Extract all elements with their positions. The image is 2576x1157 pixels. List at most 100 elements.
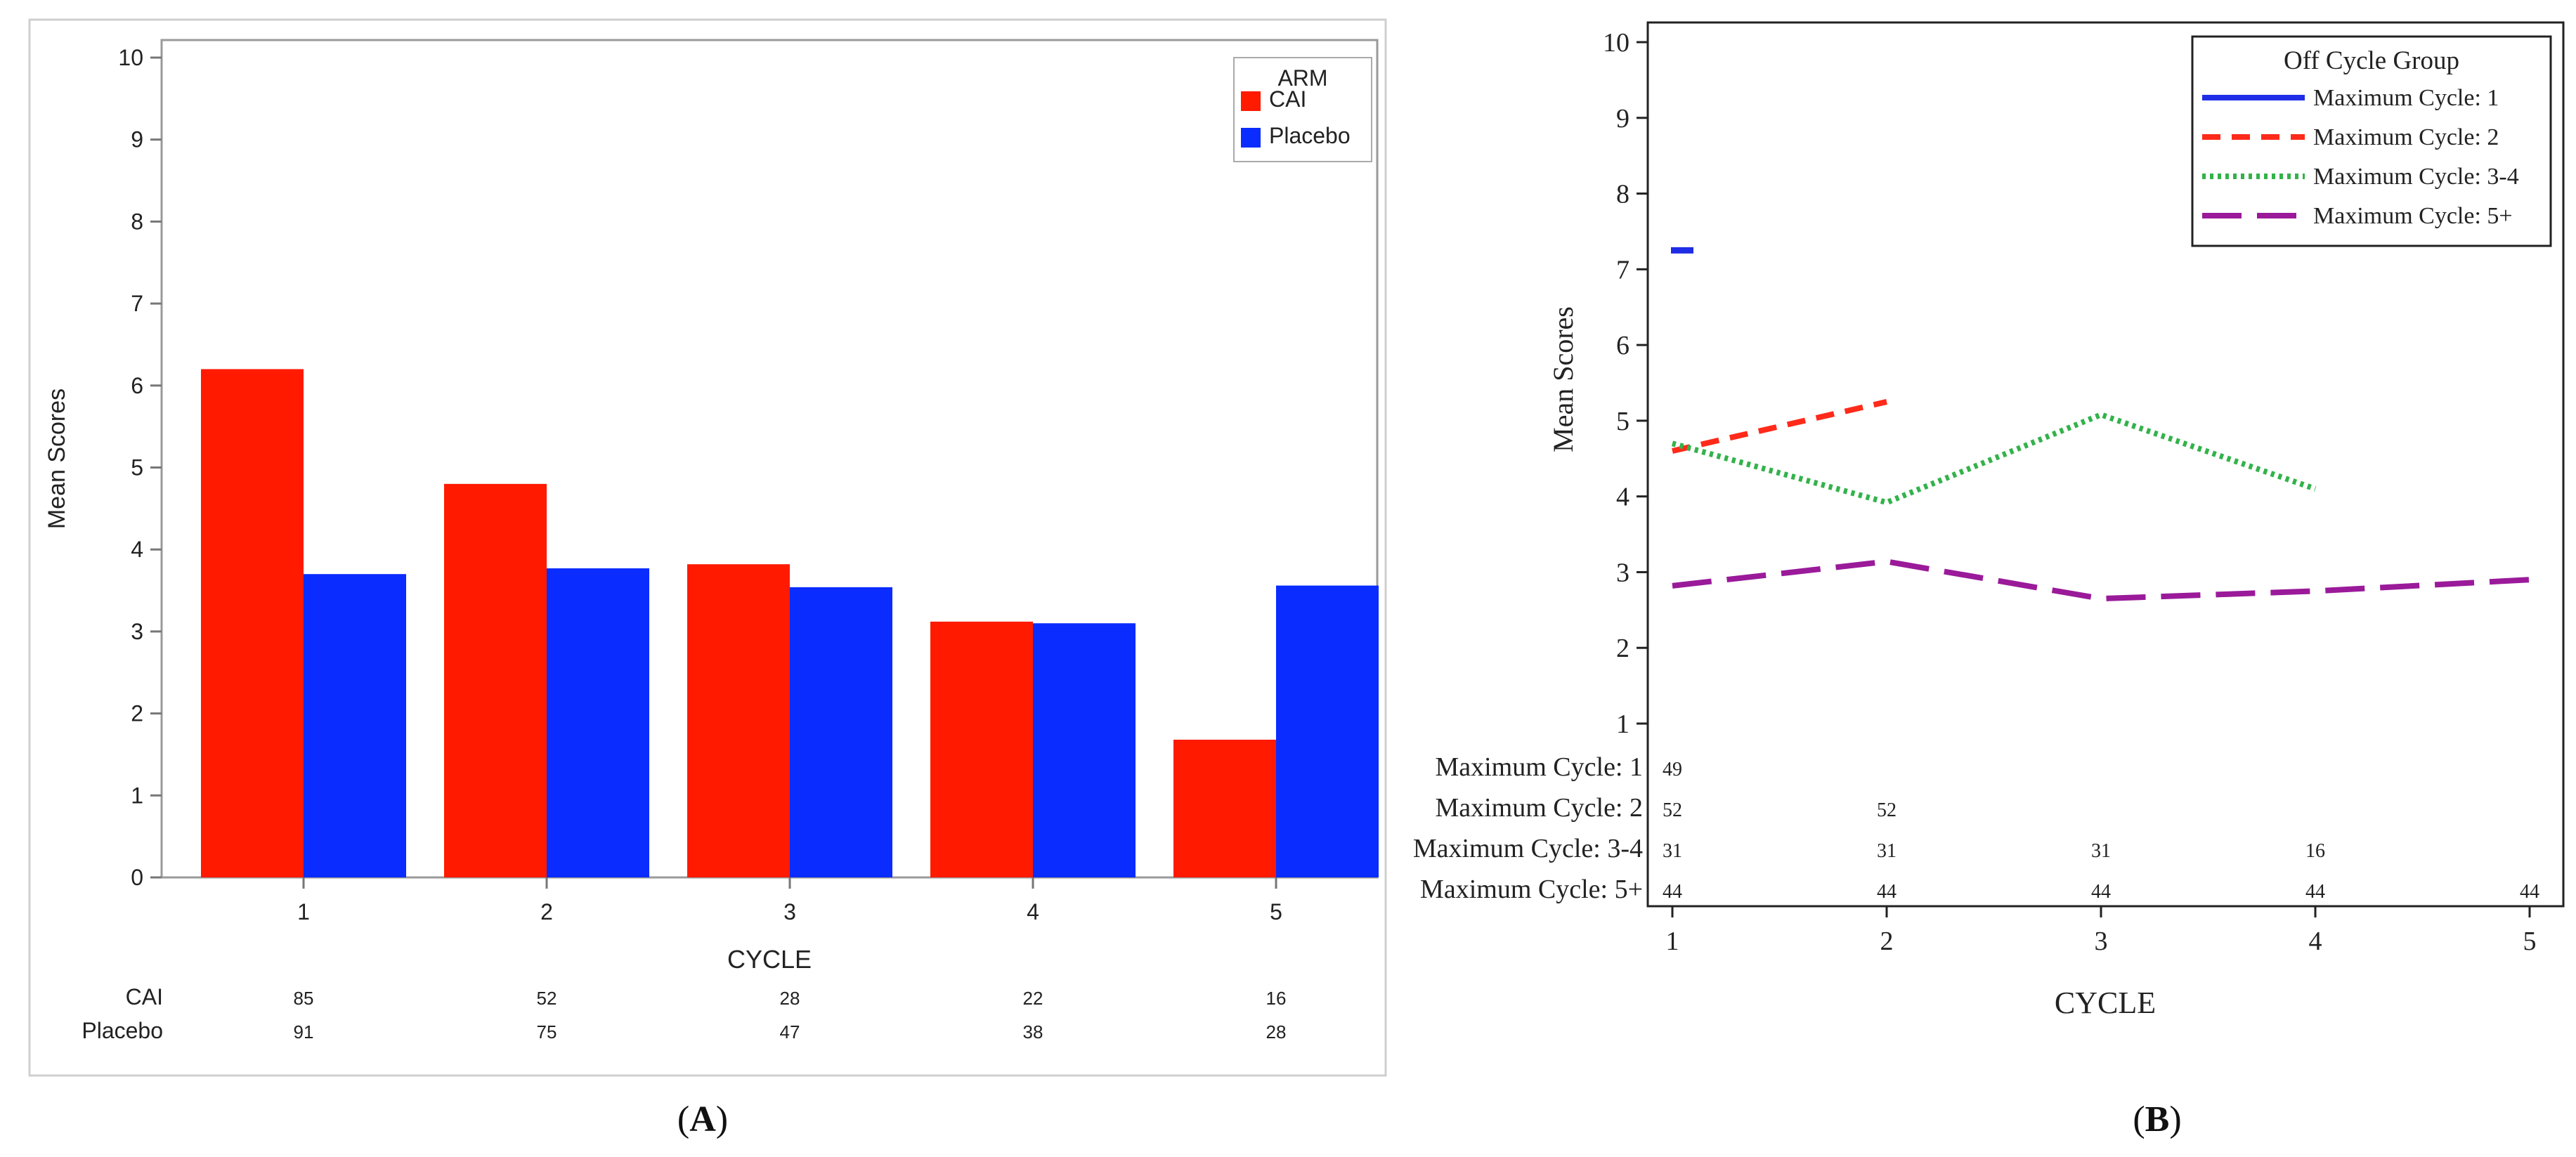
- panel-b-y-tick-label: 8: [1616, 180, 1629, 209]
- panel-a-legend-label: CAI: [1269, 86, 1306, 112]
- panel-b-legend-box: [2191, 35, 2552, 247]
- panel-b-y-tick-label: 4: [1616, 483, 1629, 512]
- panel-a-bar-cai: [930, 621, 1033, 877]
- panel-b-count-row-label: Maximum Cycle: 3-4: [1413, 834, 1643, 863]
- panel-a-count-cell: 28: [780, 988, 800, 1009]
- panel-b-legend-title: Off Cycle Group: [2284, 46, 2459, 75]
- panel-a-x-tick-label: 4: [1027, 899, 1039, 924]
- panel-a-bar-placebo: [790, 587, 892, 877]
- panel-a-y-tick-label: 7: [131, 291, 143, 316]
- panel-a-bar-cai: [1173, 739, 1276, 877]
- panel-a-legend-swatch: [1241, 128, 1261, 148]
- panel-a-y-tick-label: 8: [131, 209, 143, 234]
- panel-a-y-tick-label: 6: [131, 373, 143, 398]
- panel-a-count-row-label: CAI: [126, 984, 163, 1009]
- panel-b-count-cell: 44: [2305, 881, 2325, 903]
- panel-a-bars: [201, 369, 1379, 877]
- panel-a-x-axis-label: CYCLE: [727, 945, 812, 974]
- panel-a-count-cell: 75: [537, 1021, 557, 1042]
- panel-b-legend-label: Maximum Cycle: 1: [2313, 85, 2499, 111]
- panel-b-line-maximum-cycle-3-4: [1671, 412, 2317, 506]
- panel-a-bar-placebo: [547, 568, 649, 877]
- panel-b-count-cell: 31: [1663, 840, 1682, 862]
- panel-b-x-tick-label: 1: [1666, 927, 1679, 956]
- panel-b-y-tick-label: 3: [1616, 558, 1629, 587]
- panel-a-count-cell: 91: [294, 1021, 314, 1042]
- panel-a-y-axis-label: Mean Scores: [44, 388, 70, 529]
- panel-a-y-tick-label: 4: [131, 537, 143, 562]
- panel-a-count-cell: 52: [537, 988, 557, 1009]
- panel-b-count-cell: 44: [2520, 881, 2539, 903]
- panel-b-counts-table: Maximum Cycle: 1 49 Maximum Cycle: 2 52 52 Ma…: [1413, 752, 2539, 904]
- panel-b-y-tick-label: 6: [1616, 331, 1629, 360]
- panel-a-y-tick-label: 3: [131, 619, 143, 644]
- panel-a-y-tick-label: 5: [131, 455, 143, 481]
- panel-b-y-axis: 1 2 3 4 5 6 7 8 9 10: [1603, 28, 1648, 739]
- panel-b-y-tick-label: 7: [1616, 255, 1629, 285]
- panel-b-count-cell: 52: [1663, 799, 1682, 821]
- panel-b-y-tick-label: 1: [1616, 710, 1629, 739]
- panel-a-y-axis: 0 1 2 3 4 5 6 7 8 9 10: [118, 45, 162, 890]
- panel-b-x-tick-label: 5: [2523, 927, 2537, 956]
- panel-a-count-cell: 28: [1266, 1021, 1287, 1042]
- panel-a-count-cell: 47: [780, 1021, 800, 1042]
- panel-b-count-row-label: Maximum Cycle: 2: [1435, 793, 1643, 823]
- panel-b-line-maximum-cycle-2: [1672, 399, 1887, 454]
- panel-a-count-cell: 22: [1023, 988, 1043, 1009]
- panel-a-y-tick-label: 0: [131, 865, 143, 890]
- panel-a: 0 1 2 3 4 5 6 7 8 9 10 1 2 3 4 5 Mean Scores CYCLE ARM…: [28, 18, 1387, 1077]
- panel-a-bar-cai: [687, 564, 790, 877]
- panel-b-series-lines: [1671, 247, 2530, 602]
- panel-a-count-row-label: Placebo: [82, 1018, 163, 1043]
- panel-a-count-cell: 16: [1266, 988, 1287, 1009]
- panel-b-legend-label: Maximum Cycle: 2: [2313, 124, 2499, 150]
- panel-b-y-tick-label: 5: [1616, 407, 1629, 436]
- panel-a-bar-placebo: [1033, 623, 1136, 877]
- panel-b-count-cell: 52: [1877, 799, 1897, 821]
- panel-a-x-tick-label: 3: [783, 899, 796, 924]
- panel-b-count-cell: 44: [2091, 881, 2111, 903]
- panel-b-count-row-label: Maximum Cycle: 5+: [1420, 875, 1643, 904]
- panel-b-count-cell: 49: [1663, 759, 1682, 780]
- panel-a-bar-cai: [444, 483, 547, 877]
- panel-b-count-cell: 44: [1663, 881, 1682, 903]
- panel-b-legend-label: Maximum Cycle: 5+: [2313, 203, 2513, 229]
- panel-b-y-tick-label: 10: [1603, 28, 1629, 58]
- panel-b-x-tick-label: 4: [2309, 927, 2322, 956]
- panel-a-count-cell: 38: [1023, 1021, 1043, 1042]
- panel-b-count-row-label: Maximum Cycle: 1: [1435, 752, 1643, 782]
- panel-a-caption: (A): [677, 1099, 728, 1139]
- panel-a-legend-label: Placebo: [1269, 123, 1351, 148]
- panel-b-legend-label: Maximum Cycle: 3-4: [2313, 164, 2519, 190]
- panel-a-bar-placebo: [1276, 585, 1379, 877]
- panel-a-y-tick-label: 9: [131, 127, 143, 152]
- panel-b-count-cell: 31: [1877, 840, 1897, 862]
- panel-b-plot-area: [1646, 21, 2565, 908]
- panel-a-legend-title: ARM: [1277, 65, 1327, 91]
- panel-b-y-tick-label: 2: [1616, 634, 1629, 663]
- panel-a-legend-swatch: [1241, 91, 1261, 111]
- panel-a-legend: ARM CAI Placebo: [1233, 57, 1372, 162]
- panel-b-count-cell: 31: [2091, 840, 2111, 862]
- panel-b-y-axis-label: Mean Scores: [1547, 306, 1579, 452]
- panel-b-legend: Off Cycle Group Maximum Cycle: 1 Maximum …: [2191, 35, 2552, 247]
- panel-b-x-tick-label: 3: [2095, 927, 2108, 956]
- panel-b-count-cell: 16: [2305, 840, 2325, 862]
- panel-b-x-tick-label: 2: [1880, 927, 1894, 956]
- panel-a-x-tick-label: 2: [540, 899, 553, 924]
- panel-a-caption-letter: A: [689, 1099, 716, 1139]
- panel-b-y-tick-label: 9: [1616, 104, 1629, 133]
- panel-b-caption: (B): [2133, 1099, 2181, 1139]
- panel-a-bar-placebo: [304, 574, 406, 877]
- panel-a-x-tick-label: 5: [1270, 899, 1282, 924]
- panel-b-x-axis: 1 2 3 4 5: [1666, 906, 2537, 956]
- panel-a-x-axis: 1 2 3 4 5: [297, 877, 1282, 924]
- panel-a-y-tick-label: 10: [118, 45, 143, 70]
- panel-a-y-tick-label: 2: [131, 701, 143, 726]
- panel-a-counts-table: CAI 85 52 28 22 16 Placebo 91 75 47 38 28: [82, 984, 1286, 1043]
- panel-a-count-cell: 85: [294, 988, 314, 1009]
- panel-b-count-cell: 44: [1877, 881, 1897, 903]
- panel-b-caption-letter: B: [2145, 1099, 2170, 1139]
